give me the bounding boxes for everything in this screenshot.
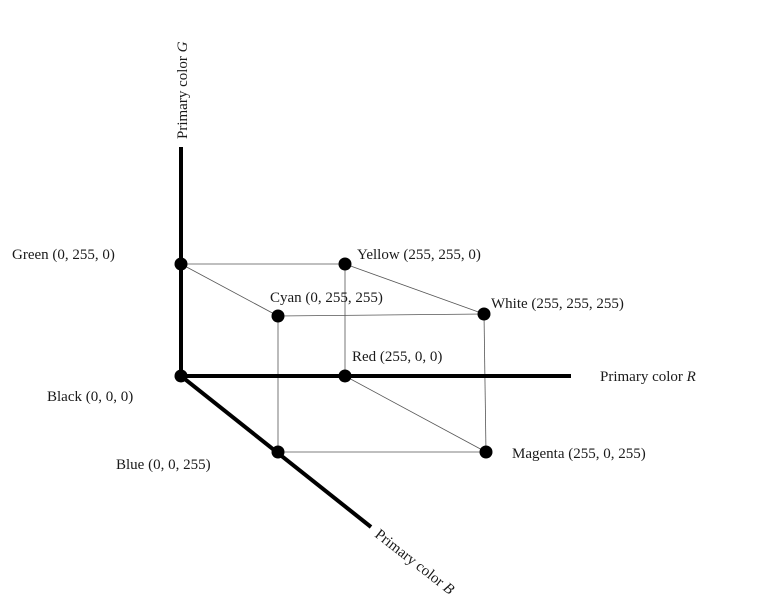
vertex-labels: Green (0, 255, 0) Yellow (255, 255, 0) C… — [12, 247, 646, 473]
vertex-magenta — [479, 445, 493, 459]
vertex-cyan — [271, 309, 285, 323]
vertex-white — [477, 307, 491, 321]
axis-label-r-letter: R — [686, 369, 696, 385]
label-red: Red (255, 0, 0) — [352, 349, 442, 365]
axis-label-g: Primary color G — [175, 41, 191, 139]
edge-white-magenta — [483, 313, 487, 453]
label-white: White (255, 255, 255) — [491, 296, 624, 312]
axis-labels: Primary color R Primary color G Primary … — [175, 41, 696, 598]
axis-label-g-letter: G — [175, 41, 191, 52]
axis-label-r: Primary color R — [600, 369, 696, 385]
axis-label-b-prefix: Primary color — [372, 527, 450, 593]
cube-vertices — [174, 257, 493, 459]
vertex-black — [174, 369, 188, 383]
edge-yellow-white — [344, 263, 485, 315]
vertex-blue — [271, 445, 285, 459]
label-blue: Blue (0, 0, 255) — [116, 457, 211, 473]
axis-label-g-prefix: Primary color — [175, 52, 191, 139]
label-yellow: Yellow (255, 255, 0) — [357, 247, 481, 263]
axis-label-b: Primary color B — [372, 527, 457, 599]
label-green: Green (0, 255, 0) — [12, 247, 115, 263]
vertex-yellow — [338, 257, 352, 271]
primary-axes — [179, 147, 571, 529]
label-magenta: Magenta (255, 0, 255) — [512, 446, 646, 462]
axis-label-r-prefix: Primary color — [600, 369, 687, 385]
edge-red-magenta — [344, 375, 487, 453]
cube-edges — [180, 263, 487, 453]
label-cyan: Cyan (0, 255, 255) — [270, 290, 383, 306]
vertex-red — [338, 369, 352, 383]
edge-cyan-white — [277, 313, 485, 317]
label-black: Black (0, 0, 0) — [47, 389, 133, 405]
edge-green-cyan — [180, 263, 279, 317]
vertex-green — [174, 257, 188, 271]
